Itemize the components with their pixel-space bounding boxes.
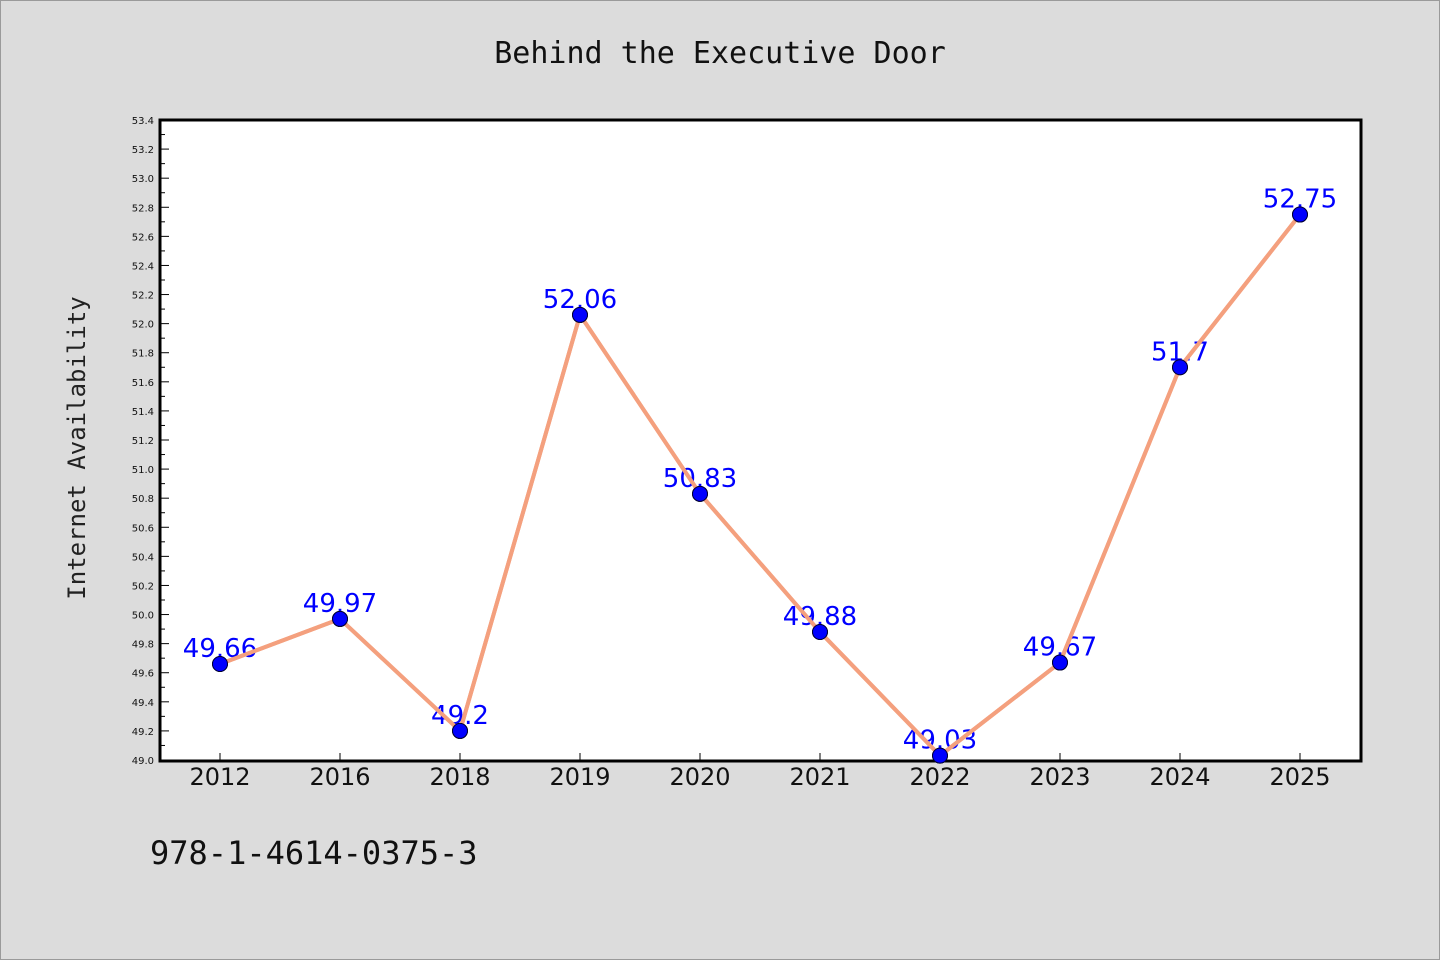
y-tick-label: 49.0: [132, 756, 154, 767]
x-tick-label: 2023: [1029, 763, 1090, 791]
y-tick-label: 50.6: [132, 523, 154, 534]
x-tick-label: 2022: [909, 763, 970, 791]
y-tick-label: 52.6: [132, 232, 154, 243]
y-axis-ticks: 49.0 49.2 49.4 49.6 49.8 50.0 50.2 50.4 50.6 50.8…: [132, 116, 169, 767]
y-tick-label: 50.0: [132, 611, 154, 622]
series-line-overlay: [219, 213, 1302, 758]
x-tick-label: 2019: [549, 763, 610, 791]
y-tick-label: 52.0: [132, 320, 154, 331]
y-tick-label: 52.8: [132, 203, 154, 214]
y-tick-label: 52.2: [132, 291, 154, 302]
y-tick-label: 51.0: [132, 465, 154, 476]
x-tick-label: 2018: [429, 763, 490, 791]
data-point-marker: [812, 624, 828, 640]
y-tick-label: 53.4: [132, 116, 154, 127]
x-tick-label: 2021: [789, 763, 850, 791]
y-tick-label: 52.4: [132, 261, 154, 272]
x-axis-ticks: 2012 2016 2018 2019 2020 2021 2022 2023 2024 2025: [189, 753, 1331, 791]
y-axis-label: Internet Availability: [63, 296, 91, 599]
data-point-marker: [452, 722, 468, 739]
series-overlay: [212, 206, 1308, 764]
y-tick-label: 49.6: [132, 669, 154, 680]
data-point-marker: [692, 485, 708, 502]
data-point-marker: [1292, 206, 1308, 223]
y-tick-label: 51.4: [132, 407, 154, 418]
y-tick-label: 50.8: [132, 494, 154, 505]
y-tick-label: 51.2: [132, 436, 154, 447]
x-tick-label: 2024: [1149, 763, 1210, 791]
data-point-marker: [572, 306, 588, 323]
x-tick-label: 2016: [309, 763, 370, 791]
data-point-marker: [212, 656, 228, 672]
y-tick-label: 49.4: [132, 698, 154, 709]
chart-title: Behind the Executive Door: [494, 36, 946, 71]
x-tick-label: 2020: [669, 763, 730, 791]
data-point-marker: [1052, 654, 1068, 671]
data-point-marker: [332, 610, 348, 627]
footer-isbn: 978-1-4614-0375-3: [150, 834, 478, 872]
data-point-marker: [932, 747, 948, 764]
y-tick-label: 53.0: [132, 174, 154, 185]
y-tick-label: 49.8: [132, 640, 154, 651]
x-tick-label: 2012: [189, 763, 250, 791]
y-tick-label: 53.2: [132, 145, 154, 156]
y-tick-label: 51.8: [132, 349, 154, 360]
y-tick-label: 50.4: [132, 552, 154, 563]
y-tick-label: 51.6: [132, 378, 154, 389]
data-point-marker: [1172, 359, 1188, 376]
x-tick-label: 2025: [1269, 763, 1330, 791]
y-tick-label: 50.2: [132, 581, 154, 592]
plot-area: [158, 118, 1363, 763]
y-tick-label: 49.2: [132, 727, 154, 738]
